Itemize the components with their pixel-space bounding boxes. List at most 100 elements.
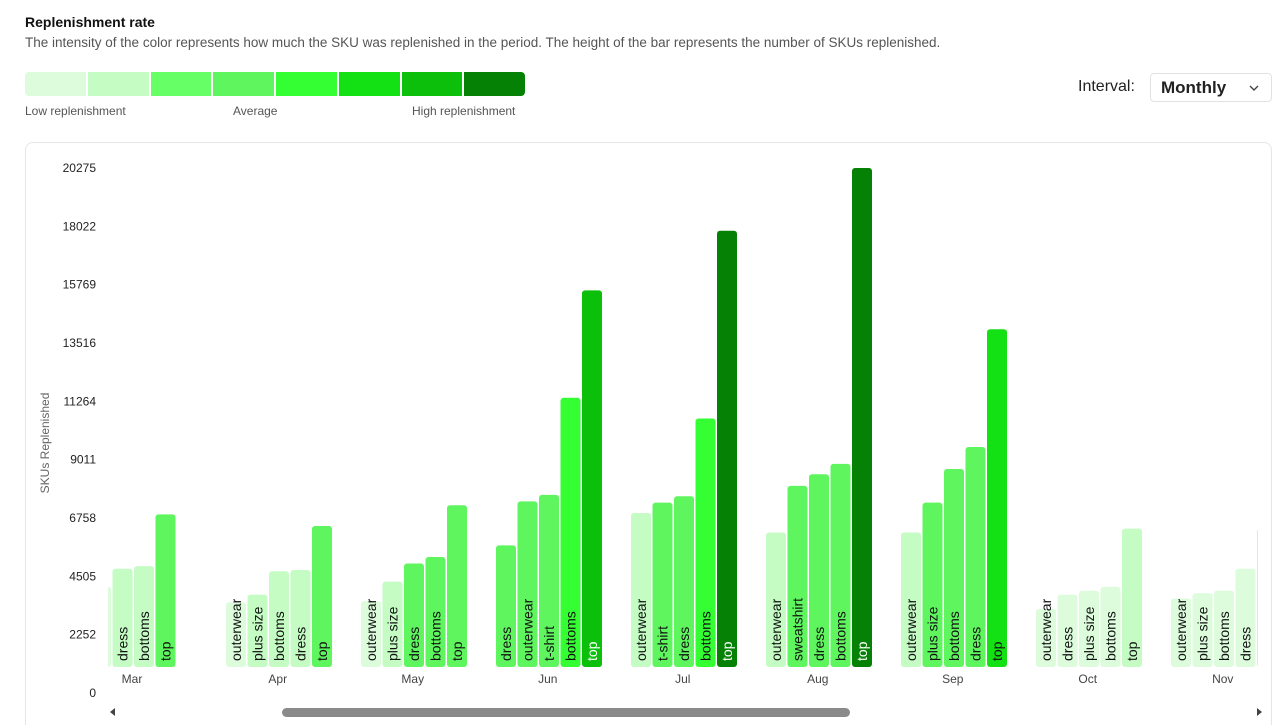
- horizontal-scrollbar[interactable]: [108, 704, 1264, 720]
- bar-dress[interactable]: [1057, 594, 1078, 667]
- bar-bottoms[interactable]: [944, 469, 964, 667]
- bar-label: bottoms: [698, 611, 714, 661]
- bar-dress[interactable]: [496, 545, 516, 667]
- bar-top[interactable]: [312, 525, 332, 667]
- bar-label: outerwear: [520, 598, 536, 661]
- scrollbar-thumb[interactable]: [282, 708, 850, 717]
- bar-label: bottoms: [1216, 611, 1232, 661]
- bar-t-shirt[interactable]: [652, 502, 673, 667]
- bar-top[interactable]: [987, 329, 1007, 667]
- chevron-down-icon: [1249, 85, 1259, 91]
- page-subtitle: The intensity of the color represents ho…: [25, 35, 941, 50]
- x-tick-label: Aug: [807, 672, 828, 686]
- bar-label: top: [314, 641, 330, 661]
- bar-label: outerwear: [1173, 598, 1189, 661]
- bar-dress[interactable]: [404, 563, 424, 667]
- y-axis-title: SKUs Replenished: [38, 393, 52, 494]
- bar-bottoms[interactable]: [425, 557, 446, 667]
- bar-sweatshirt[interactable]: [787, 485, 808, 667]
- bar-dress[interactable]: [112, 568, 133, 667]
- bar-bottoms[interactable]: [830, 463, 851, 667]
- bar-label: outerwear: [1038, 598, 1054, 661]
- legend-average-label: Average: [233, 104, 278, 118]
- bar-top[interactable]: [852, 168, 872, 667]
- bar-label: bottoms: [271, 611, 287, 661]
- bar-t-shirt[interactable]: [539, 494, 559, 667]
- bar-label: plus size: [1195, 606, 1211, 661]
- y-tick-label: 15769: [63, 278, 97, 292]
- bar-outerwear[interactable]: [631, 513, 651, 667]
- bar-label: plus size: [385, 606, 401, 661]
- legend-swatch: [401, 72, 463, 96]
- bar-bottoms[interactable]: [134, 566, 154, 667]
- bar-bottoms[interactable]: [695, 418, 716, 667]
- bar-bottoms[interactable]: [560, 397, 581, 667]
- bar-label: top: [989, 641, 1005, 661]
- bar-outerwear[interactable]: [1036, 608, 1056, 667]
- bar-label: bottoms: [428, 611, 444, 661]
- bar-top[interactable]: [717, 230, 737, 667]
- bar-plus-size[interactable]: [382, 581, 403, 667]
- legend-swatch: [276, 72, 337, 96]
- x-tick-label: Jun: [538, 672, 557, 686]
- bar-plus-size[interactable]: [1079, 590, 1099, 667]
- bar-outerwear[interactable]: [361, 601, 381, 667]
- bar-bottoms[interactable]: [1100, 586, 1121, 667]
- bar-dress[interactable]: [809, 474, 829, 667]
- y-tick-label: 18022: [63, 219, 97, 233]
- bar-label: bottoms: [136, 611, 152, 661]
- bar-label: top: [584, 641, 600, 661]
- bar-plus-size[interactable]: [247, 594, 268, 667]
- bar-top[interactable]: [1122, 528, 1142, 667]
- bar-label: top: [854, 641, 870, 661]
- bar-bottoms[interactable]: [1214, 590, 1234, 667]
- bar-dress[interactable]: [965, 447, 986, 667]
- y-tick-label: 13516: [63, 336, 97, 350]
- bar-dress[interactable]: [674, 496, 694, 667]
- bar-outerwear[interactable]: [1171, 598, 1191, 667]
- bar-outerwear[interactable]: [901, 532, 921, 667]
- x-tick-label: Jul: [675, 672, 690, 686]
- y-tick-label: 20275: [63, 161, 97, 175]
- bar-dress[interactable]: [290, 570, 311, 667]
- interval-dropdown[interactable]: Monthly: [1150, 73, 1272, 102]
- bar-label: dress: [293, 627, 309, 661]
- y-tick-label: 0: [89, 686, 96, 700]
- bar-label: top: [449, 641, 465, 661]
- y-tick-label: 4505: [69, 569, 96, 583]
- bar-outerwear[interactable]: [226, 602, 246, 667]
- bar-top[interactable]: [1257, 529, 1272, 667]
- color-scale-legend: [25, 72, 525, 96]
- chart-container: SKUs Replenished 0 2252 4505 6758 9011 11264 13…: [25, 142, 1272, 725]
- legend-high-label: High replenishment: [412, 104, 516, 118]
- page-title: Replenishment rate: [25, 14, 155, 30]
- bar-top[interactable]: [447, 505, 467, 667]
- bar-label: dress: [1060, 627, 1076, 661]
- bar-label: dress: [115, 627, 131, 661]
- bar-label: outerwear: [93, 598, 109, 661]
- legend-swatch: [87, 72, 149, 96]
- legend-swatch: [464, 72, 525, 96]
- bar-label: t-shirt: [541, 626, 557, 661]
- y-tick-label: 11264: [64, 394, 97, 408]
- x-tick-label: Mar: [122, 672, 143, 686]
- bar-plus-size[interactable]: [922, 502, 943, 667]
- bar-dress[interactable]: [1235, 568, 1256, 667]
- bar-outerwear[interactable]: [517, 501, 538, 667]
- bar-label: top: [1259, 641, 1272, 661]
- bar-label: dress: [498, 627, 514, 661]
- bar-outerwear[interactable]: [766, 532, 786, 667]
- bar-top[interactable]: [155, 514, 176, 667]
- bar-bottoms[interactable]: [269, 571, 289, 667]
- bar-outerwear[interactable]: [91, 586, 111, 667]
- plot-area: outerwear dress bottoms top Mar outerwear plus…: [91, 168, 1272, 686]
- bar-top[interactable]: [582, 290, 602, 667]
- x-tick-label: May: [401, 672, 424, 686]
- bar-label: bottoms: [946, 611, 962, 661]
- bar-plus-size[interactable]: [1192, 593, 1213, 667]
- scroll-right-icon[interactable]: [1254, 707, 1264, 717]
- legend-swatch: [213, 72, 274, 96]
- bar-label: outerwear: [768, 598, 784, 661]
- bar-label: plus size: [1081, 606, 1097, 661]
- scroll-left-icon[interactable]: [108, 707, 118, 717]
